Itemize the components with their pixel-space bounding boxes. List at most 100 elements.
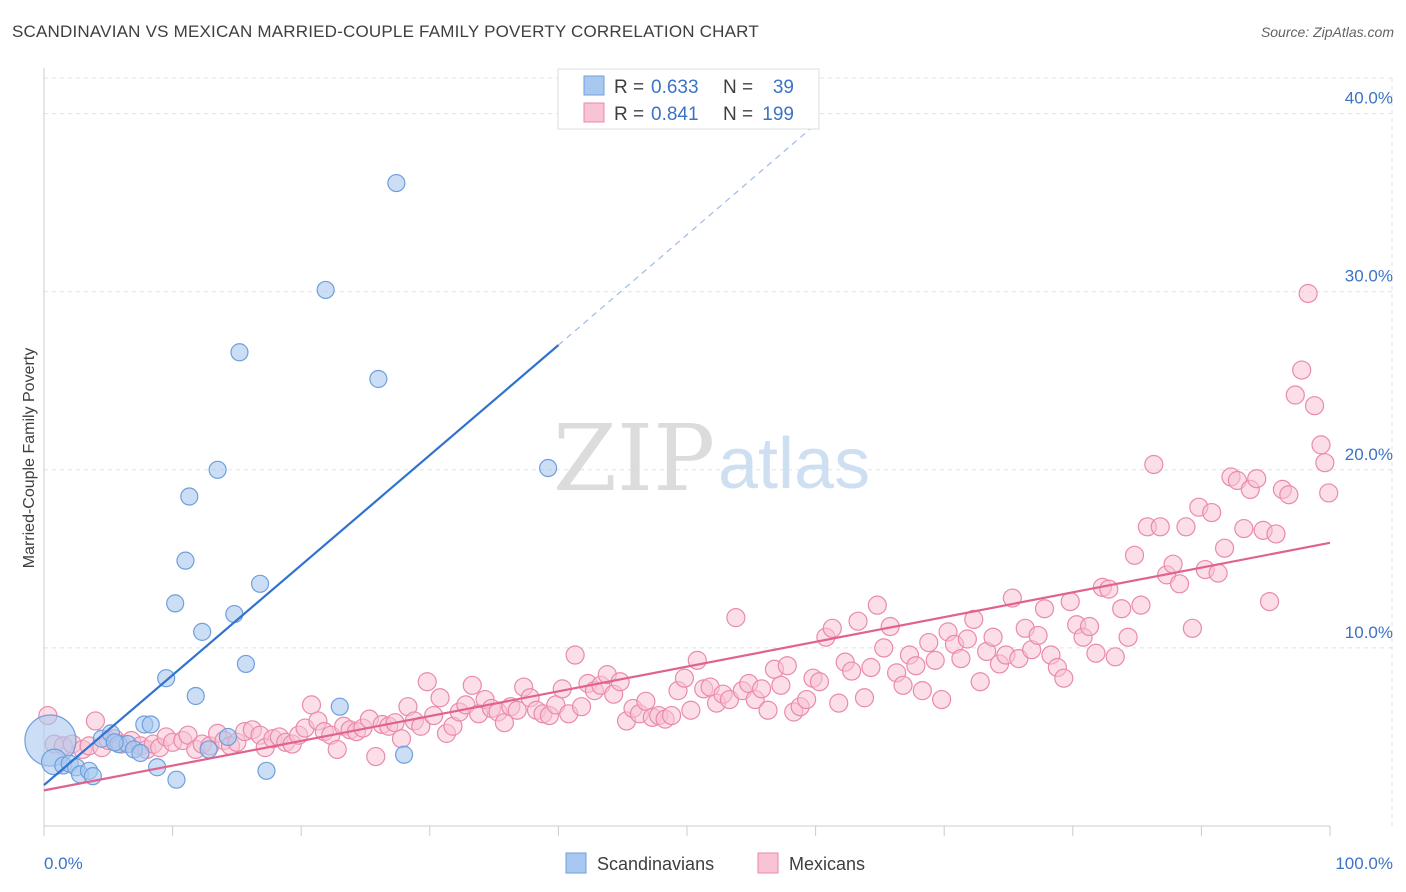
scandinavian-point xyxy=(236,654,256,674)
scandinavian-point xyxy=(180,487,199,506)
scandinavian-point xyxy=(539,458,558,478)
mexican-point xyxy=(1202,502,1222,523)
bottom-legend-label-mexicans: Mexicans xyxy=(789,854,865,874)
mexican-point xyxy=(1060,591,1080,612)
mexican-point xyxy=(1182,618,1202,638)
scandinavian-point xyxy=(131,743,150,763)
mexican-point xyxy=(681,700,701,720)
mexican-point xyxy=(809,672,830,692)
scandinavian-point xyxy=(225,604,244,624)
mexican-point xyxy=(1112,599,1132,619)
mexican-point xyxy=(1079,616,1100,637)
mexican-point xyxy=(1131,595,1151,615)
mexican-point xyxy=(854,688,875,708)
y-axis-title: Married-Couple Family Poverty xyxy=(21,348,38,569)
mexican-point xyxy=(417,672,437,692)
mexican-point xyxy=(1279,485,1299,505)
x-tick-label: 100.0% xyxy=(1335,854,1393,873)
scandinavian-point xyxy=(193,622,212,641)
mexican-point xyxy=(1247,469,1267,489)
scandinavian-point xyxy=(330,697,349,716)
source-label: Source: ZipAtlas.com xyxy=(1260,24,1394,40)
mexican-point xyxy=(1054,668,1074,688)
legend-r-value-1: 0.633 xyxy=(651,77,699,98)
scandinavian-point xyxy=(208,460,227,479)
mexican-point xyxy=(1086,643,1106,663)
mexican-point xyxy=(674,668,695,688)
scandinavians-trend-line xyxy=(43,344,560,786)
mexican-point xyxy=(874,638,894,658)
watermark-atlas: atlas xyxy=(718,424,870,504)
mexican-point xyxy=(1034,599,1055,619)
legend-r-value-2: 0.841 xyxy=(651,104,699,125)
y-tick-label: 40.0% xyxy=(1345,89,1393,108)
legend-n-value-2: 199 xyxy=(762,104,794,125)
mexican-point xyxy=(822,618,842,638)
axis-layer: 10.0% 20.0% 30.0% 40.0% 0.0% 100.0% xyxy=(43,68,1393,873)
mexican-point xyxy=(1315,453,1335,473)
mexican-point xyxy=(932,689,952,710)
mexican-point xyxy=(565,645,585,665)
mexicans-trend-line xyxy=(43,541,1331,792)
scandinavians-trend-extension xyxy=(558,123,816,346)
mexican-point xyxy=(661,705,682,726)
legend-r-label-1: R = xyxy=(614,77,644,98)
mexican-point xyxy=(1298,283,1318,304)
mexican-point xyxy=(1266,524,1286,544)
mexican-point xyxy=(1304,396,1325,416)
chart-title: SCANDINAVIAN VS MEXICAN MARRIED-COUPLE F… xyxy=(12,22,759,41)
scandinavian-point xyxy=(316,280,335,300)
trend-layer xyxy=(43,123,1331,792)
bottom-legend-swatch-scandinavians xyxy=(565,852,587,874)
mexican-point xyxy=(391,729,412,749)
watermark-zip: ZIP xyxy=(553,405,715,512)
mexican-point xyxy=(1150,517,1170,537)
scandinavian-point xyxy=(387,173,406,193)
watermark: ZIP atlas xyxy=(553,405,870,512)
mexican-point xyxy=(507,700,527,720)
scandinavian-point xyxy=(250,574,270,593)
mexican-point xyxy=(366,746,386,767)
mexican-point xyxy=(829,693,849,713)
scandinavian-point xyxy=(141,715,160,734)
mexican-point xyxy=(1105,647,1125,667)
mexican-point xyxy=(777,656,797,676)
legend-r-label-2: R = xyxy=(614,104,644,125)
mexican-point xyxy=(462,675,482,695)
y-tick-label: 30.0% xyxy=(1345,267,1393,286)
scandinavian-point xyxy=(394,745,414,764)
mexican-point xyxy=(970,672,990,692)
mexican-point xyxy=(842,661,862,681)
bottom-legend-swatch-mexicans xyxy=(757,852,779,874)
mexican-point xyxy=(1028,625,1048,646)
mexican-point xyxy=(1176,517,1196,537)
scandinavian-point xyxy=(230,343,249,362)
mexican-point xyxy=(85,711,106,731)
mexican-point xyxy=(571,697,592,717)
mexican-point xyxy=(925,650,945,670)
mexican-point xyxy=(1311,435,1331,455)
mexican-point xyxy=(1285,385,1305,405)
scandinavian-point xyxy=(105,733,124,752)
mexican-point xyxy=(327,739,347,760)
mexican-point xyxy=(751,679,772,699)
mexican-point xyxy=(636,691,656,711)
legend-swatch-mexicans xyxy=(583,102,605,123)
mexican-point xyxy=(771,675,791,695)
mexican-point xyxy=(1214,538,1235,558)
mexican-point xyxy=(1234,518,1254,539)
mexican-point xyxy=(1099,579,1119,599)
mexican-point xyxy=(906,656,926,676)
mexican-point xyxy=(919,632,939,653)
mexican-point xyxy=(726,608,746,628)
mexican-point xyxy=(951,648,971,669)
mexican-point xyxy=(983,627,1003,647)
top-legend: R = 0.633 N = 39 R = 0.841 N = 199 xyxy=(557,68,820,130)
bottom-legend-label-scandinavians: Scandinavians xyxy=(597,854,714,874)
y-tick-label: 10.0% xyxy=(1345,623,1393,642)
legend-n-label-1: N = xyxy=(723,77,753,98)
mexican-point xyxy=(1124,545,1145,565)
mexican-point xyxy=(1163,554,1183,574)
scandinavian-point xyxy=(176,551,195,570)
